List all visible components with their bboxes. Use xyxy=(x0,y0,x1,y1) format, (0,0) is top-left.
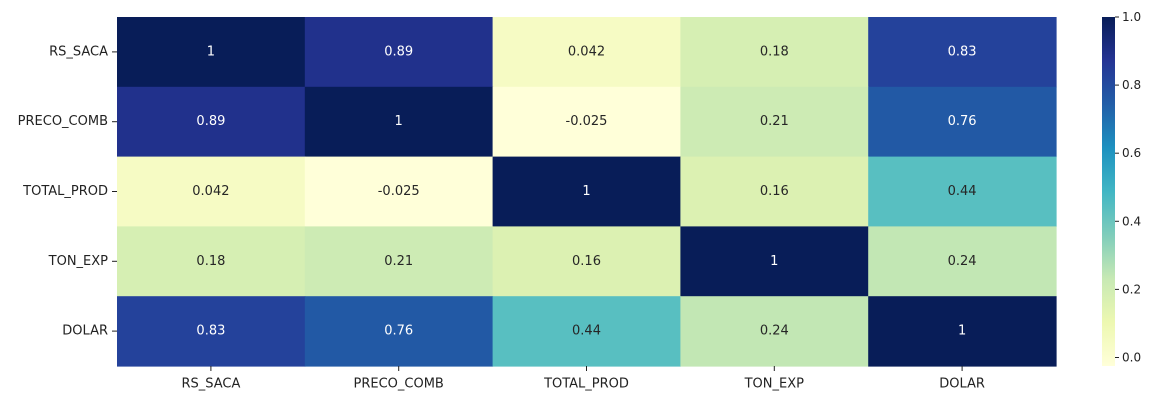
cell-value-label: 0.83 xyxy=(196,324,225,339)
column-tick-label: PRECO_COMB xyxy=(354,377,444,392)
colorbar: 0.0 0.2 0.4 0.6 0.8 1.0 xyxy=(1102,10,1141,366)
column-tick-label: TOTAL_PROD xyxy=(543,377,629,392)
row-tick-labels: RS_SACA PRECO_COMB TOTAL_PROD TON_EXP DOLAR xyxy=(18,44,117,339)
row-tick-label: RS_SACA xyxy=(49,44,108,59)
heatmap-cell xyxy=(492,86,681,158)
cell-value-label: -0.025 xyxy=(378,184,420,199)
heatmap-cell xyxy=(868,17,1057,88)
colorbar-gradient xyxy=(1102,17,1115,366)
cell-value-label: 0.89 xyxy=(384,44,413,59)
cell-value-label: 0.21 xyxy=(384,254,413,269)
heatmap-cell xyxy=(117,17,306,88)
cell-value-label: -0.025 xyxy=(566,114,608,129)
cell-value-label: 0.042 xyxy=(192,184,229,199)
colorbar-tick-label: 0.2 xyxy=(1122,282,1141,296)
cell-value-label: 0.18 xyxy=(760,44,789,59)
heatmap-cell xyxy=(304,17,494,88)
cell-value-label: 0.21 xyxy=(760,114,789,129)
cell-value-label: 0.16 xyxy=(572,254,601,269)
cell-value-label: 0.44 xyxy=(572,324,601,339)
row-tick-label: PRECO_COMB xyxy=(18,114,108,129)
cell-value-label: 0.89 xyxy=(196,114,225,129)
cell-value-label: 0.76 xyxy=(948,114,977,129)
column-tick-label: TON_EXP xyxy=(744,377,805,392)
column-tick-labels: RS_SACA PRECO_COMB TOTAL_PROD TON_EXP DOLAR xyxy=(181,366,985,392)
heatmap-cell xyxy=(117,156,306,227)
heatmap-cells: 1 0.89 0.042 0.18 0.83 0.89 1 -0.025 0.21 0.76 0.0… xyxy=(117,17,1057,367)
column-tick-label: RS_SACA xyxy=(181,377,240,392)
heatmap-cell xyxy=(304,156,494,227)
cell-value-label: 1 xyxy=(207,44,215,59)
row-tick-label: DOLAR xyxy=(62,324,108,339)
heatmap-cell xyxy=(304,226,494,297)
cell-value-label: 1 xyxy=(395,114,403,129)
colorbar-tick-label: 0.0 xyxy=(1122,350,1141,364)
cell-value-label: 1 xyxy=(770,254,778,269)
heatmap-cell xyxy=(492,17,681,88)
heatmap-cell xyxy=(868,226,1057,297)
heatmap-cell xyxy=(117,86,306,158)
heatmap-cell xyxy=(868,156,1057,227)
heatmap-cell xyxy=(304,296,494,367)
colorbar-tick-label: 0.6 xyxy=(1122,146,1141,160)
cell-value-label: 0.24 xyxy=(948,254,977,269)
colorbar-tick-label: 1.0 xyxy=(1122,10,1141,24)
heatmap-cell xyxy=(868,296,1057,367)
colorbar-tick-label: 0.8 xyxy=(1122,78,1141,92)
cell-value-label: 0.76 xyxy=(384,324,413,339)
cell-value-label: 0.44 xyxy=(948,184,977,199)
colorbar-tick-label: 0.4 xyxy=(1122,214,1141,228)
heatmap-cell xyxy=(680,156,869,227)
heatmap-cell xyxy=(117,296,306,367)
heatmap-cell xyxy=(492,156,681,227)
heatmap-cell xyxy=(492,296,681,367)
cell-value-label: 0.18 xyxy=(196,254,225,269)
heatmap-cell xyxy=(680,226,869,297)
heatmap-cell xyxy=(680,86,869,158)
cell-value-label: 0.16 xyxy=(760,184,789,199)
cell-value-label: 1 xyxy=(582,184,590,199)
heatmap-cell xyxy=(304,86,494,158)
heatmap-cell xyxy=(492,226,681,297)
heatmap-cell xyxy=(680,17,869,88)
heatmap-cell xyxy=(117,226,306,297)
cell-value-label: 1 xyxy=(958,324,966,339)
column-tick-label: DOLAR xyxy=(939,377,985,392)
cell-value-label: 0.042 xyxy=(568,44,605,59)
heatmap-cell xyxy=(868,86,1057,158)
heatmap-cell xyxy=(680,296,869,367)
row-tick-label: TOTAL_PROD xyxy=(22,184,108,199)
row-tick-label: TON_EXP xyxy=(48,254,109,269)
cell-value-label: 0.24 xyxy=(760,324,789,339)
cell-value-label: 0.83 xyxy=(948,44,977,59)
